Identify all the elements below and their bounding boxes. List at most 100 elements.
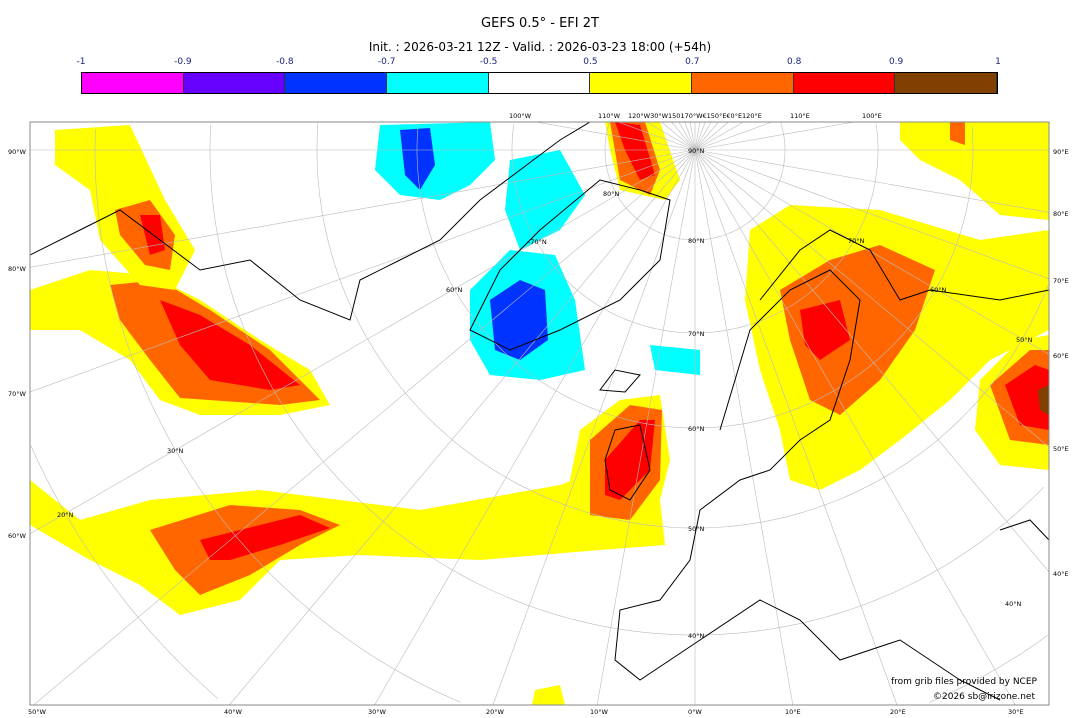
colorbar-tick: 1 xyxy=(995,57,1001,67)
axis-label: 40°N xyxy=(688,632,705,640)
colorbar xyxy=(81,72,998,94)
efi-yellow-area xyxy=(30,470,665,615)
meridian-line xyxy=(536,122,696,151)
latitude-circle xyxy=(94,129,1048,703)
meridian-line xyxy=(694,122,701,151)
axis-label: 120°W30°W150170°W€150°E€0°E120°E xyxy=(628,112,762,120)
axis-label: 50°W xyxy=(28,708,46,716)
axis-label: 60°N xyxy=(446,286,463,294)
axis-label: 60°N xyxy=(930,286,947,294)
axis-label: 100°E xyxy=(862,112,882,120)
axis-label: 50°E xyxy=(1053,445,1069,453)
efi-blue-area xyxy=(400,128,435,190)
colorbar-swatch xyxy=(793,73,896,93)
meridian-line xyxy=(30,149,696,268)
colorbar-swatch xyxy=(692,73,794,93)
axis-label: 80°N xyxy=(688,237,705,245)
efi-red-area xyxy=(200,515,330,560)
axis-label: 90°N xyxy=(688,147,705,155)
meridian-line xyxy=(694,122,744,151)
colorbar-tick: -0.9 xyxy=(174,57,192,67)
efi-yellow-area xyxy=(900,122,1049,220)
efi-red-area xyxy=(800,300,850,360)
axis-label: 0°W xyxy=(688,708,702,716)
axis-label: 50°N xyxy=(688,525,705,533)
axis-label: 80°N xyxy=(603,190,620,198)
axis-label: 70°N xyxy=(688,330,705,338)
coastline xyxy=(614,269,1001,701)
axis-label: 30°W xyxy=(368,708,386,716)
axis-label: 110°E xyxy=(790,112,810,120)
meridian-line xyxy=(661,122,696,151)
efi-cyan-area xyxy=(505,150,585,250)
axis-label: 70°E xyxy=(1053,277,1069,285)
axis-label: 50°N xyxy=(1016,336,1033,344)
axis-label: 110°W xyxy=(598,112,621,120)
coastline xyxy=(30,122,591,321)
efi-red-area xyxy=(1005,365,1049,430)
colorbar-swatch xyxy=(285,73,388,93)
coastline xyxy=(604,424,651,501)
colorbar-swatch xyxy=(895,73,998,93)
axis-label: 60°N xyxy=(688,425,705,433)
axis-label: 30°N xyxy=(167,447,184,455)
axis-label: 40°N xyxy=(1005,600,1022,608)
colorbar-tick: -1 xyxy=(76,57,86,67)
colorbar-tick: -0.5 xyxy=(479,57,498,67)
latitude-circle xyxy=(604,122,786,241)
latitude-circle xyxy=(30,445,219,699)
meridian-line xyxy=(33,149,696,705)
meridian-line xyxy=(229,149,696,705)
meridian-line xyxy=(694,122,773,151)
credit-source: from grib files provided by NCEP xyxy=(891,677,1037,687)
colorbar-tick: 0.8 xyxy=(787,57,802,67)
map-subtitle: Init. : 2026-03-21 12Z - Valid. : 2026-0… xyxy=(368,40,712,54)
meridian-line xyxy=(694,122,706,151)
axis-label: 20°N xyxy=(57,511,74,519)
colorbar-swatch xyxy=(590,73,693,93)
coastlines xyxy=(30,122,1049,701)
efi-fields xyxy=(30,122,1049,705)
latitude-circle xyxy=(416,125,974,429)
axis-label: 20°W xyxy=(486,708,504,716)
axis-label: 60°E xyxy=(1053,352,1069,360)
coastline xyxy=(999,519,1049,541)
colorbar-swatch xyxy=(183,73,286,93)
credit-copyright: ©2026 sb@irizone.net xyxy=(933,692,1035,702)
meridian-line xyxy=(30,149,696,535)
efi-orange-area xyxy=(780,245,935,415)
axis-label: 90°W xyxy=(8,148,26,156)
meridian-line xyxy=(684,122,696,151)
coastline xyxy=(599,369,641,393)
meridian-line xyxy=(596,149,696,705)
meridian-line xyxy=(646,122,696,151)
axis-label: 100°W xyxy=(509,112,532,120)
graticule xyxy=(30,122,1049,705)
latitude-circle xyxy=(316,123,1049,529)
efi-red-area xyxy=(160,300,300,390)
meridian-line xyxy=(694,149,1049,573)
efi-red-area xyxy=(605,420,655,500)
efi-brown-area xyxy=(1038,385,1049,415)
colorbar-tick: -0.7 xyxy=(377,57,396,67)
axis-label: 40°W xyxy=(224,708,242,716)
meridian-line xyxy=(694,122,854,151)
colorbar-swatch xyxy=(82,73,184,93)
meridian-line xyxy=(374,149,696,705)
efi-cyan-area xyxy=(650,345,700,375)
meridian-line xyxy=(694,122,719,151)
map-title: GEFS 0.5° - EFI 2T xyxy=(481,16,599,31)
meridian-line xyxy=(30,149,696,393)
coastline xyxy=(469,179,671,351)
latitude-circle xyxy=(209,124,1045,636)
colorbar-tick: 0.9 xyxy=(888,57,904,67)
colorbar-tick: 0.5 xyxy=(583,57,598,67)
meridian-line xyxy=(689,122,696,151)
meridian-line xyxy=(694,149,1049,355)
efi-red-area xyxy=(140,215,165,255)
axis-label: 10°W xyxy=(590,708,608,716)
axis-label: 30°E xyxy=(1008,708,1024,716)
meridian-line xyxy=(694,149,794,705)
efi-red-area xyxy=(615,122,655,180)
